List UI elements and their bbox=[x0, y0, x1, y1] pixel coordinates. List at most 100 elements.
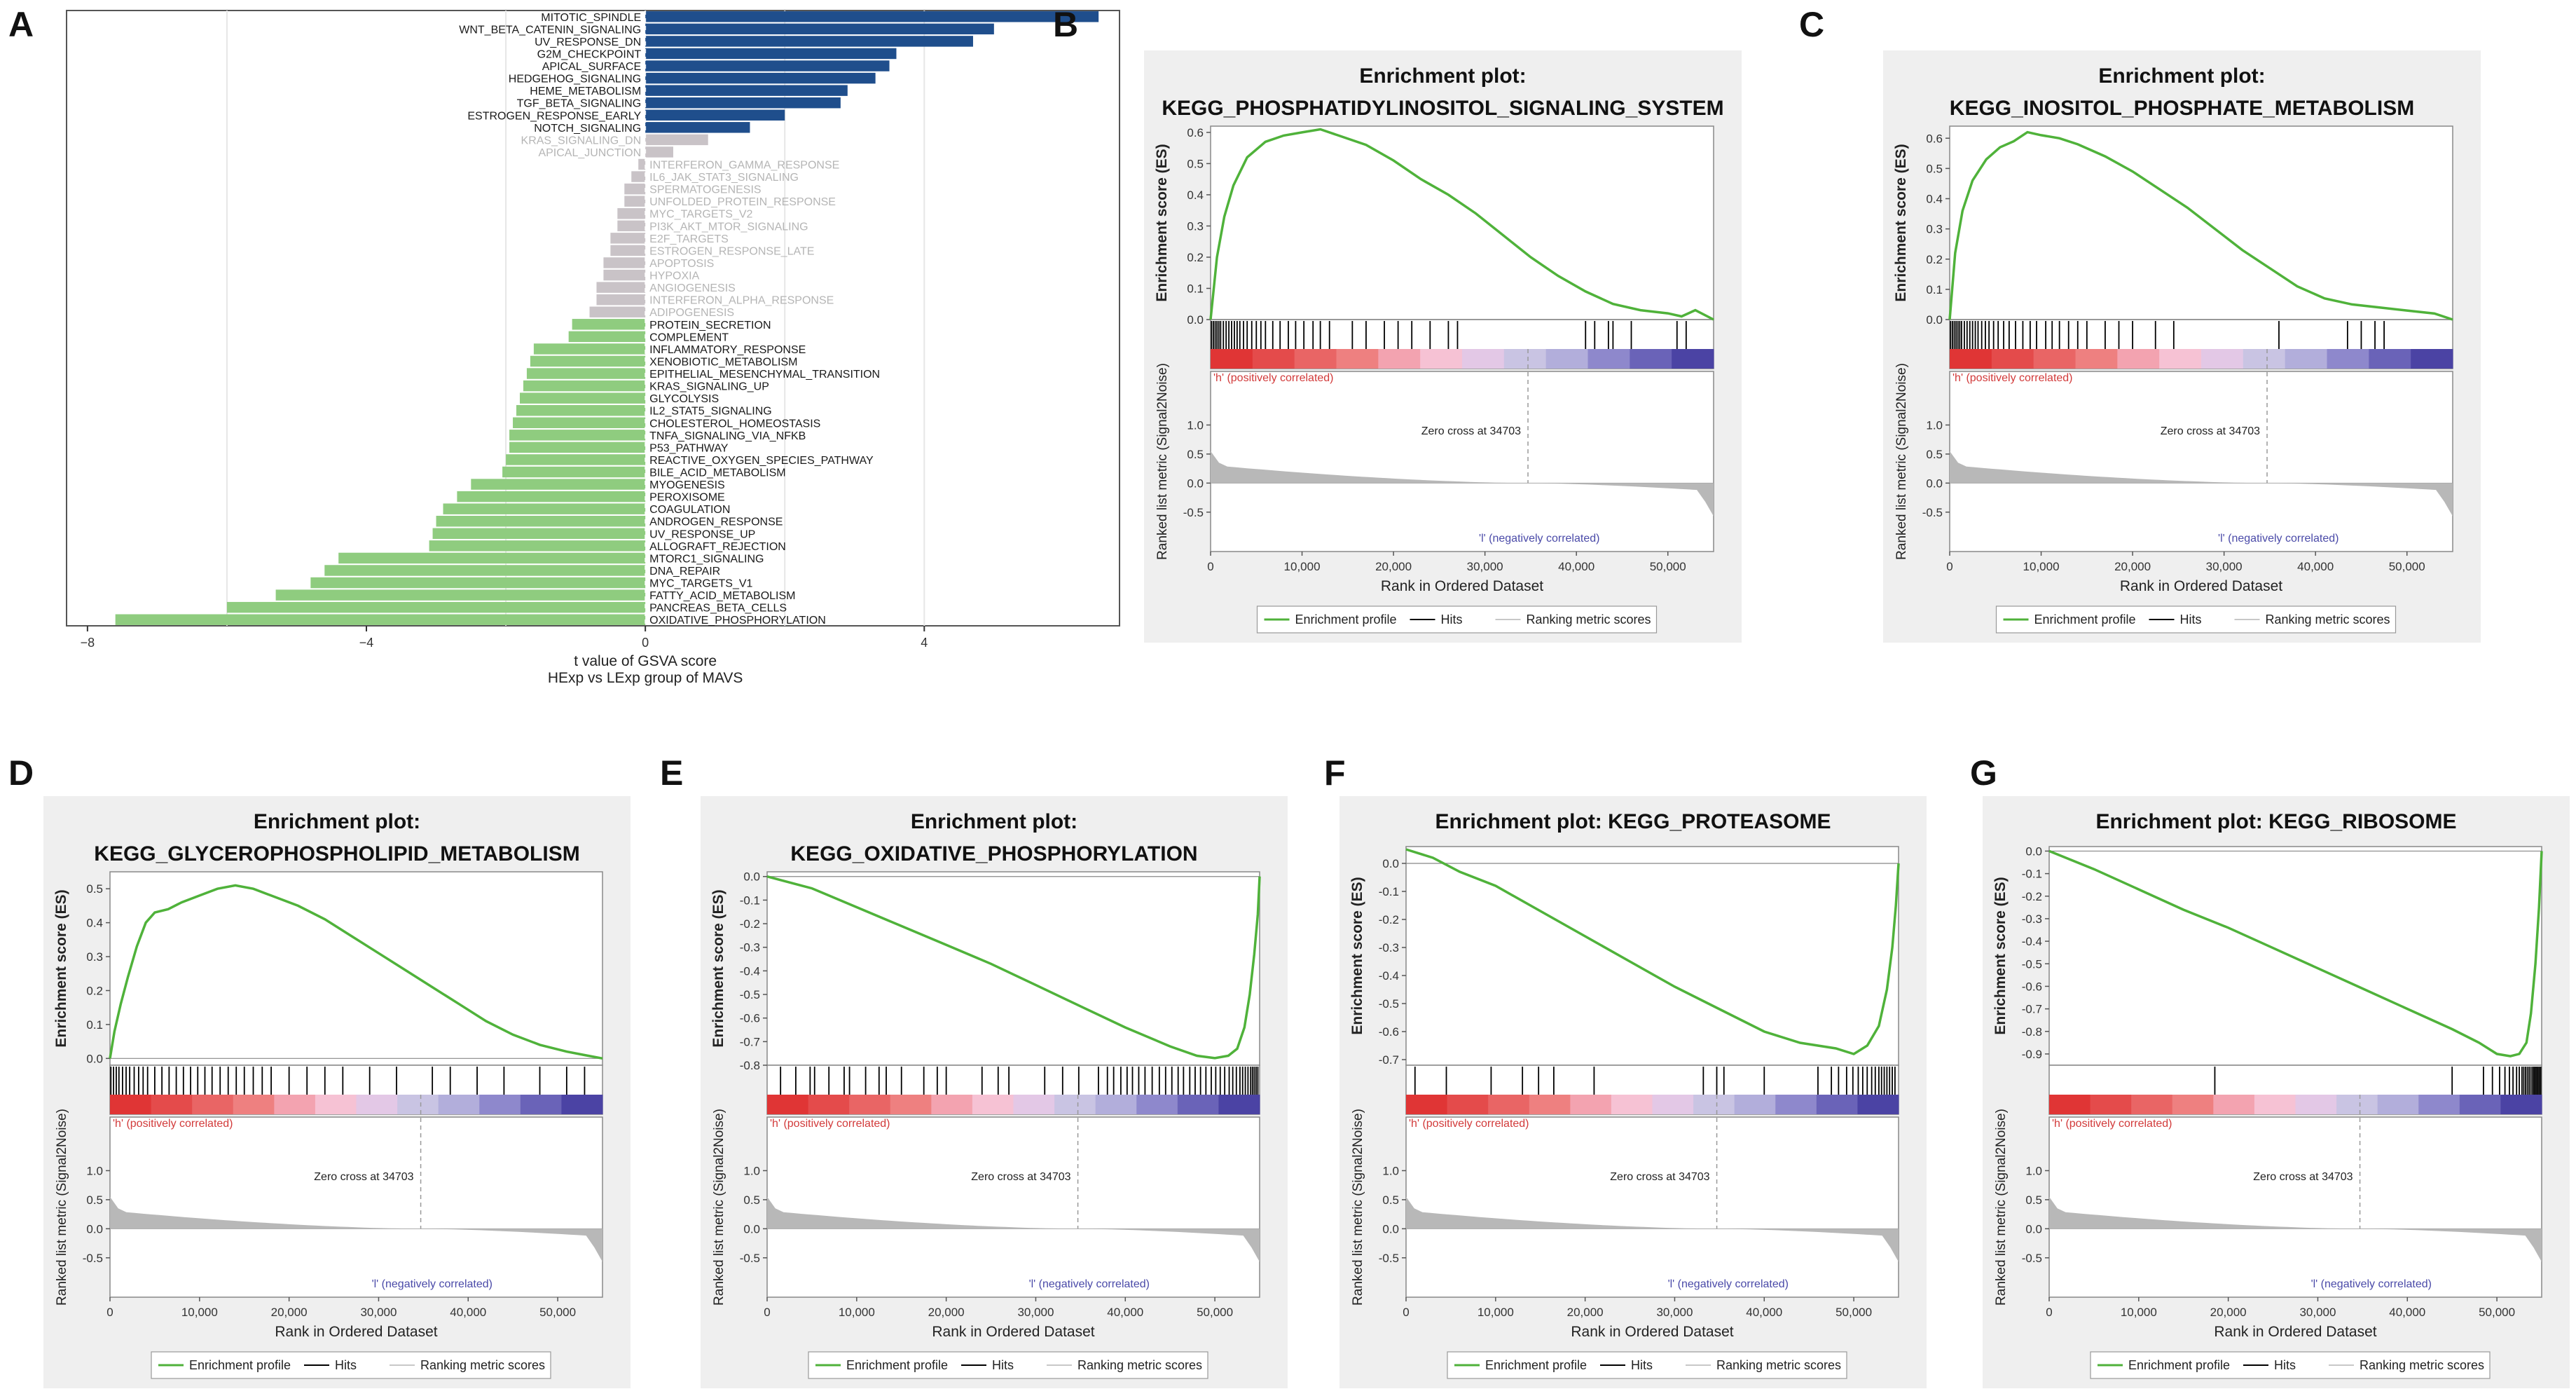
metric-tick-label: -0.5 bbox=[1922, 506, 1943, 519]
rank-color-segment bbox=[1054, 1095, 1096, 1114]
rank-color-segment bbox=[110, 1095, 152, 1114]
bar bbox=[645, 36, 973, 47]
metric-axis-title: Ranked list metric (Signal2Noise) bbox=[1894, 363, 1909, 560]
rank-color-segment bbox=[2418, 1095, 2460, 1114]
bar-label: OXIDATIVE_PHOSPHORYLATION bbox=[649, 615, 826, 627]
es-tick-label: -0.1 bbox=[1379, 885, 1399, 898]
x-tick-label: 30,000 bbox=[360, 1306, 397, 1319]
bar bbox=[310, 577, 646, 589]
x-axis-title: Rank in Ordered Dataset bbox=[2214, 1324, 2376, 1340]
bar-label: HEDGEHOG_SIGNALING bbox=[509, 74, 641, 85]
bar-label: XENOBIOTIC_METABOLISM bbox=[649, 356, 797, 368]
bar bbox=[568, 331, 646, 343]
bar bbox=[624, 196, 646, 207]
es-tick-label: -0.9 bbox=[2022, 1048, 2042, 1061]
bar-label: APOPTOSIS bbox=[649, 258, 714, 270]
bar-label: MYOGENESIS bbox=[649, 479, 725, 491]
es-tick-label: 0.5 bbox=[1187, 157, 1204, 170]
positive-correlation-label: 'h' (positively correlated) bbox=[1952, 372, 2073, 384]
x-tick-label: 30,000 bbox=[2206, 560, 2243, 573]
bar-label: UNFOLDED_PROTEIN_RESPONSE bbox=[649, 196, 836, 208]
rank-color-segment bbox=[397, 1095, 439, 1114]
panel-letter-c: C bbox=[1799, 5, 1824, 44]
metric-tick-label: -0.5 bbox=[740, 1252, 760, 1265]
rank-color-segment bbox=[1611, 1095, 1653, 1114]
metric-tick-label: 0.0 bbox=[86, 1222, 103, 1236]
es-frame bbox=[1210, 125, 1714, 320]
bar-label: APICAL_JUNCTION bbox=[538, 147, 641, 159]
rank-color-segment bbox=[315, 1095, 357, 1114]
x-tick-label: 30,000 bbox=[1467, 560, 1503, 573]
metric-axis-title: Ranked list metric (Signal2Noise) bbox=[1351, 1109, 1365, 1306]
ranking-metric-area bbox=[1950, 451, 2453, 516]
plot-title: Enrichment plot: bbox=[2098, 64, 2265, 88]
x-axis-title: Rank in Ordered Dataset bbox=[932, 1324, 1094, 1340]
legend-label: Enrichment profile bbox=[846, 1358, 948, 1372]
bar-label: INTERFERON_GAMMA_RESPONSE bbox=[649, 160, 839, 172]
x-tick-label: 40,000 bbox=[450, 1306, 486, 1319]
metric-tick-label: 0.0 bbox=[1187, 477, 1204, 490]
plot-title-gene-set: KEGG_INOSITOL_PHOSPHATE_METABOLISM bbox=[1950, 97, 2414, 120]
bar bbox=[645, 97, 841, 109]
bar-label: APICAL_SURFACE bbox=[542, 61, 641, 73]
es-tick-label: -0.8 bbox=[740, 1059, 760, 1072]
bar-label: EPITHELIAL_MESENCHYMAL_TRANSITION bbox=[649, 369, 880, 381]
bar bbox=[610, 233, 646, 244]
legend-label: Enrichment profile bbox=[1295, 613, 1397, 627]
rank-color-segment bbox=[1136, 1095, 1178, 1114]
metric-tick-label: 0.5 bbox=[743, 1193, 760, 1207]
rank-color-segment bbox=[1570, 1095, 1612, 1114]
bar-label: INFLAMMATORY_RESPONSE bbox=[649, 344, 806, 356]
negative-correlation-label: 'l' (negatively correlated) bbox=[1479, 533, 1599, 545]
es-tick-label: -0.4 bbox=[1379, 969, 1399, 983]
rank-color-segment bbox=[2500, 1095, 2542, 1114]
es-tick-label: 0.6 bbox=[1187, 126, 1204, 139]
x-tick-label: 40,000 bbox=[2297, 560, 2334, 573]
rank-color-segment bbox=[274, 1095, 316, 1114]
rank-color-segment bbox=[1950, 349, 1992, 369]
x-axis-title: t value of GSVA score bbox=[574, 653, 717, 669]
es-axis-title: Enrichment score (ES) bbox=[1992, 877, 2009, 1034]
bar bbox=[617, 220, 646, 232]
legend-label: Enrichment profile bbox=[2034, 613, 2136, 627]
rank-color-segment bbox=[2201, 349, 2244, 369]
bar-label: ADIPOGENESIS bbox=[649, 307, 734, 319]
es-axis-title: Enrichment score (ES) bbox=[1349, 877, 1365, 1034]
metric-tick-label: 0.5 bbox=[1382, 1193, 1399, 1207]
metric-tick-label: 0.5 bbox=[86, 1193, 103, 1207]
x-tick-label: 50,000 bbox=[2479, 1306, 2515, 1319]
bar-label: GLYCOLYSIS bbox=[649, 393, 719, 405]
rank-color-segment bbox=[2411, 349, 2453, 369]
rank-color-segment bbox=[1420, 349, 1463, 369]
metric-axis-title: Ranked list metric (Signal2Noise) bbox=[712, 1109, 726, 1306]
bar-label: UV_RESPONSE_UP bbox=[649, 528, 755, 540]
zero-cross-label: Zero cross at 34703 bbox=[971, 1171, 1070, 1183]
bar bbox=[645, 146, 673, 158]
metric-tick-label: 0.5 bbox=[1187, 448, 1204, 461]
legend-label: Ranking metric scores bbox=[1077, 1358, 1202, 1372]
negative-correlation-label: 'l' (negatively correlated) bbox=[1668, 1278, 1789, 1290]
x-tick-label: 0 bbox=[642, 636, 649, 650]
bar bbox=[502, 466, 646, 478]
bar bbox=[523, 380, 646, 392]
metric-tick-label: 0.0 bbox=[1926, 477, 1943, 490]
es-tick-label: 0.1 bbox=[86, 1018, 103, 1032]
panel-letter-d: D bbox=[8, 753, 34, 793]
x-axis-title: Rank in Ordered Dataset bbox=[1381, 578, 1543, 594]
x-tick-label: 50,000 bbox=[1650, 560, 1686, 573]
bar-label: CHOLESTEROL_HOMEOSTASIS bbox=[649, 418, 820, 430]
rank-color-segment bbox=[1693, 1095, 1735, 1114]
negative-correlation-label: 'l' (negatively correlated) bbox=[2311, 1278, 2432, 1290]
es-tick-label: 0.2 bbox=[1187, 251, 1204, 264]
es-tick-label: -0.2 bbox=[2022, 890, 2042, 903]
es-axis-title: Enrichment score (ES) bbox=[53, 889, 69, 1047]
legend-label: Hits bbox=[1441, 613, 1463, 627]
bar-label: TGF_BETA_SIGNALING bbox=[517, 98, 642, 110]
metric-tick-label: -0.5 bbox=[1183, 506, 1204, 519]
metric-axis-title: Ranked list metric (Signal2Noise) bbox=[1155, 363, 1170, 560]
rank-color-segment bbox=[520, 1095, 562, 1114]
es-tick-label: -0.7 bbox=[740, 1035, 760, 1048]
legend-label: Ranking metric scores bbox=[2266, 613, 2390, 627]
x-tick-label: 50,000 bbox=[2389, 560, 2425, 573]
bar-label: E2F_TARGETS bbox=[649, 233, 729, 245]
